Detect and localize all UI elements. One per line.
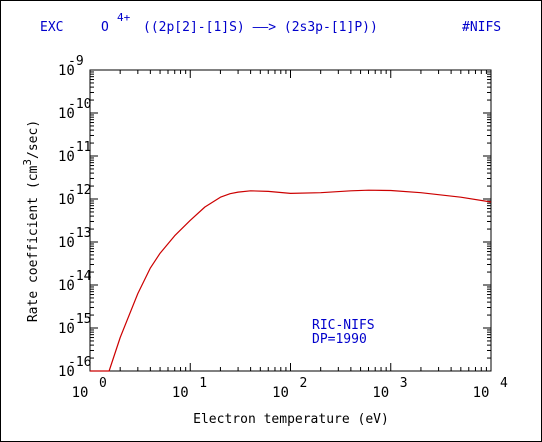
y-tick-label: 10 bbox=[58, 364, 75, 380]
y-tick-label-exponent: -12 bbox=[68, 183, 91, 198]
charge-label: 4+ bbox=[117, 11, 131, 24]
x-tick-label: 10 bbox=[172, 385, 189, 401]
annotation-line-1: RIC-NIFS bbox=[312, 318, 375, 333]
y-tick-label-exponent: -11 bbox=[68, 140, 91, 155]
y-tick-label: 10 bbox=[58, 63, 75, 79]
x-tick-label: 10 bbox=[272, 385, 289, 401]
y-tick-label-exponent: -16 bbox=[68, 355, 91, 370]
x-axis-title: Electron temperature (eV) bbox=[193, 412, 389, 427]
y-tick-label-exponent: -15 bbox=[68, 312, 91, 327]
y-axis-title: Rate coefficient (cm3/sec) bbox=[21, 120, 41, 322]
y-tick-label: 10 bbox=[58, 149, 75, 165]
transition-label: ((2p[2]-[1]S) ——> (2s3p-[1]P)) bbox=[143, 20, 378, 35]
y-tick-label: 10 bbox=[58, 192, 75, 208]
element-label: O bbox=[101, 20, 109, 35]
x-tick-label-exponent: 2 bbox=[300, 376, 308, 391]
series-line bbox=[90, 189, 492, 372]
y-tick-label-exponent: -10 bbox=[68, 97, 91, 112]
x-tick-label-exponent: 0 bbox=[99, 376, 107, 391]
process-label: EXC bbox=[40, 20, 64, 35]
y-tick-label: 10 bbox=[58, 278, 75, 294]
y-tick-label-exponent: -13 bbox=[68, 226, 91, 241]
source-tag: #NIFS bbox=[462, 20, 502, 35]
x-tick-label-exponent: 1 bbox=[199, 376, 207, 391]
plot-area-border bbox=[89, 69, 492, 372]
annotation-line-2: DP=1990 bbox=[312, 332, 367, 347]
x-tick-label-exponent: 3 bbox=[400, 376, 408, 391]
y-tick-label-exponent: -9 bbox=[68, 54, 84, 69]
y-tick-label: 10 bbox=[58, 321, 75, 337]
y-tick-label: 10 bbox=[58, 106, 75, 122]
y-tick-label-exponent: -14 bbox=[68, 269, 92, 284]
x-tick-label: 10 bbox=[72, 385, 89, 401]
x-tick-label: 10 bbox=[372, 385, 389, 401]
x-tick-label: 10 bbox=[473, 385, 490, 401]
y-tick-label: 10 bbox=[58, 235, 75, 251]
x-tick-label-exponent: 4 bbox=[500, 376, 508, 391]
